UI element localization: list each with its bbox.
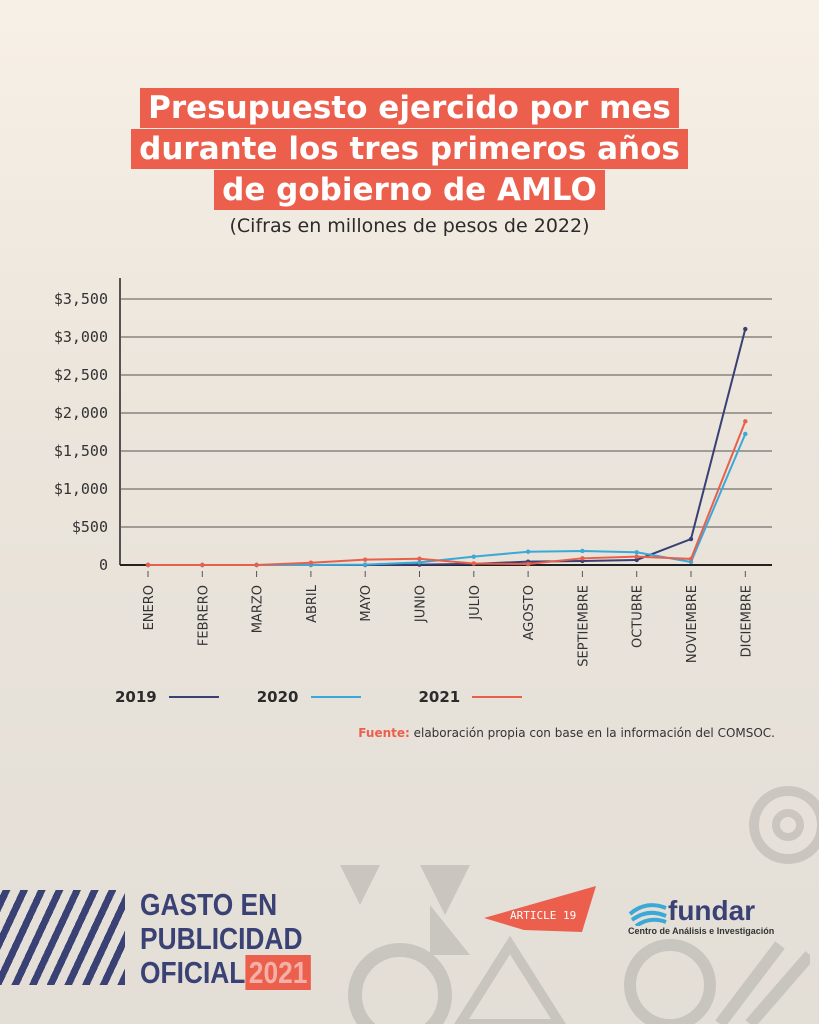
fundar-name: fundar xyxy=(668,895,756,926)
concentric-circles-decoration xyxy=(749,786,819,864)
legend-swatch xyxy=(310,696,361,698)
data-point-2020 xyxy=(743,431,748,437)
data-point-2021 xyxy=(308,560,314,565)
campaign-year: 2021 xyxy=(245,955,311,990)
data-point-2020 xyxy=(580,548,585,554)
y-tick-label: $3,000 xyxy=(54,328,108,346)
article19-text: ARTICLE 19 xyxy=(510,909,576,922)
fundar-logo: fundar Centro de Análisis e Investigació… xyxy=(628,895,775,937)
x-tick-label: JUNIO xyxy=(414,585,429,623)
data-point-2020 xyxy=(363,562,368,567)
data-point-2021 xyxy=(471,561,476,566)
chart-subtitle: (Cifras en millones de pesos de 2022) xyxy=(229,215,590,237)
legend-label: 2020 xyxy=(256,688,299,706)
title-line: de gobierno de AMLO xyxy=(222,172,597,208)
x-tick-label: MARZO xyxy=(251,585,266,633)
y-tick-label: $500 xyxy=(72,518,108,536)
data-point-2020 xyxy=(525,549,531,554)
legend-label: 2019 xyxy=(115,688,157,706)
data-point-2020 xyxy=(688,559,694,565)
data-point-2020 xyxy=(634,550,639,555)
x-tick-label: DICIEMBRE xyxy=(739,585,754,657)
x-tick-label: ABRIL xyxy=(305,584,320,623)
data-point-2019 xyxy=(688,536,694,542)
x-tick-label: AGOSTO xyxy=(522,585,537,640)
title-line: durante los tres primeros años xyxy=(139,131,680,167)
x-tick-label: OCTUBRE xyxy=(631,585,646,648)
data-point-2021 xyxy=(525,561,531,567)
article19-logo: ARTICLE 19 xyxy=(484,886,596,932)
chart-title: Presupuesto ejercido por mes durante los … xyxy=(0,88,819,211)
data-point-2021 xyxy=(580,556,585,561)
x-tick-label: MAYO xyxy=(359,585,374,622)
legend-label: 2021 xyxy=(418,688,461,706)
data-point-2020 xyxy=(471,554,476,559)
data-point-2019 xyxy=(634,557,639,563)
data-point-2020 xyxy=(417,560,422,565)
data-point-2021 xyxy=(743,419,748,424)
fundar-subtitle: Centro de Análisis e Investigación xyxy=(628,926,775,936)
legend-item-2021: 2021 xyxy=(419,688,523,706)
data-point-2021 xyxy=(688,556,694,562)
data-point-2021 xyxy=(145,562,151,568)
stripes-decoration xyxy=(0,890,125,985)
x-tick-label: NOVIEMBRE xyxy=(685,585,700,663)
y-tick-label: 0 xyxy=(99,556,108,574)
legend: 2019 2020 2021 xyxy=(115,688,560,706)
title-line: Presupuesto ejercido por mes xyxy=(148,90,671,126)
source-text: elaboración propia con base en la inform… xyxy=(409,726,775,740)
campaign-logo: GASTO EN PUBLICIDAD OFICIAL 2021 xyxy=(140,888,311,990)
y-tick-label: $2,500 xyxy=(54,366,108,384)
y-tick-label: $1,000 xyxy=(54,480,108,498)
data-point-2019 xyxy=(743,326,748,332)
x-tick-label: FEBRERO xyxy=(196,585,211,646)
data-point-2021 xyxy=(254,562,259,568)
source-label: Fuente: xyxy=(358,726,410,740)
campaign-line: PUBLICIDAD xyxy=(140,921,303,956)
y-tick-label: $1,500 xyxy=(54,442,108,460)
campaign-line: OFICIAL xyxy=(140,955,246,990)
wave-icon xyxy=(628,903,667,926)
data-point-2021 xyxy=(417,556,422,561)
data-point-2021 xyxy=(363,557,368,562)
geometric-pattern-decoration xyxy=(340,865,810,1024)
legend-item-2020: 2020 xyxy=(257,688,361,706)
series-line-2020 xyxy=(148,433,747,566)
series-line-2019 xyxy=(148,328,747,566)
legend-item-2019: 2019 xyxy=(115,688,219,706)
x-tick-label: ENERO xyxy=(142,585,157,630)
x-tick-label: SEPTIEMBRE xyxy=(576,585,591,667)
y-tick-label: $2,000 xyxy=(54,404,108,422)
y-tick-label: $3,500 xyxy=(54,290,108,308)
legend-swatch xyxy=(472,696,523,698)
source-note: Fuente: elaboración propia con base en l… xyxy=(358,726,775,740)
series-line-2021 xyxy=(148,420,747,566)
data-point-2021 xyxy=(634,554,639,559)
legend-swatch xyxy=(168,696,219,698)
data-point-2021 xyxy=(200,562,205,568)
campaign-line: GASTO EN xyxy=(140,887,278,922)
x-tick-label: JULIO xyxy=(468,585,483,621)
line-chart: 0 $500 $1,000 $1,500 $2,000 $2,500 $3,000 $3,50… xyxy=(54,278,772,667)
